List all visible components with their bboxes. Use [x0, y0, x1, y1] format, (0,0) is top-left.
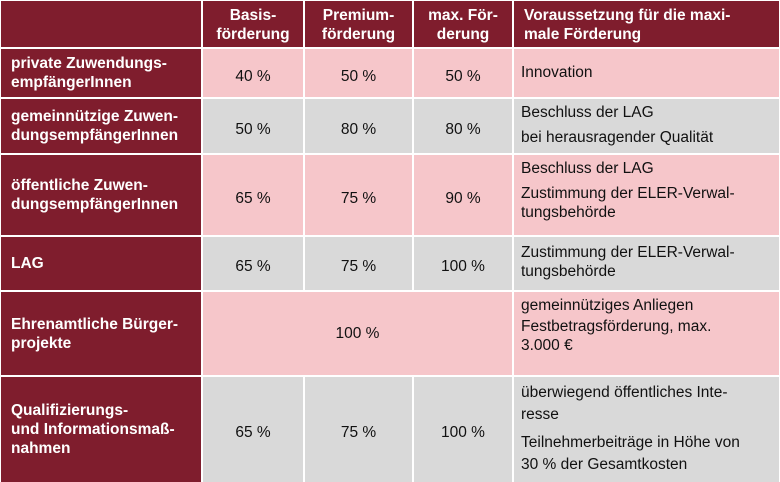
value-merged: 100 % — [203, 292, 512, 375]
value-max: 90 % — [414, 155, 512, 235]
value-max: 100 % — [414, 377, 512, 482]
row-label: private Zuwendungs- empfängerInnen — [1, 49, 201, 97]
value-max: 100 % — [414, 237, 512, 290]
condition-text: Zustimmung der ELER-Verwal- tungsbehörde — [521, 244, 735, 280]
condition-text: Innovation — [521, 64, 593, 81]
value-basis: 50 % — [203, 99, 303, 153]
header-premium: Premium- förderung — [305, 1, 412, 47]
row-label-text: gemeinnützige Zuwen- dungsempfängerInnen — [11, 108, 179, 144]
condition-text: Beschluss der LAG — [521, 160, 654, 177]
condition-text: Teilnehmerbeiträge in Höhe von 30 % der … — [521, 434, 740, 473]
conditions-cell: Beschluss der LAG bei herausragender Qua… — [514, 99, 779, 153]
value-max: 80 % — [414, 99, 512, 153]
row-label: LAG — [1, 237, 201, 290]
value-premium: 50 % — [305, 49, 412, 97]
row-label-text: Ehrenamtliche Bürger- projekte — [11, 315, 179, 352]
row-label: Qualifizierungs- und Informationsmaß- na… — [1, 377, 201, 482]
condition-text: gemeinnütziges Anliegen — [521, 297, 694, 314]
value-premium: 80 % — [305, 99, 412, 153]
header-basis: Basis- förderung — [203, 1, 303, 47]
value-premium: 75 % — [305, 155, 412, 235]
row-label: Ehrenamtliche Bürger- projekte — [1, 292, 201, 375]
row-label-text: private Zuwendungs- empfängerInnen — [11, 55, 167, 91]
conditions-cell: gemeinnütziges Anliegen Festbetragsförde… — [514, 292, 779, 375]
condition-text: Zustimmung der ELER-Verwal- tungsbehörde — [521, 185, 735, 221]
condition-text: bei herausragender Qualität — [521, 129, 714, 146]
conditions-cell: überwiegend öffentliches Inte- resse Tei… — [514, 377, 779, 482]
header-corner — [1, 1, 201, 47]
conditions-cell: Beschluss der LAG Zustimmung der ELER-Ve… — [514, 155, 779, 235]
row-label: öffentliche Zuwen- dungsempfängerInnen — [1, 155, 201, 235]
value-premium: 75 % — [305, 377, 412, 482]
value-premium: 75 % — [305, 237, 412, 290]
value-basis: 65 % — [203, 377, 303, 482]
condition-text: Festbetragsförderung, max. 3.000 € — [521, 318, 712, 354]
row-label-text: Qualifizierungs- und Informationsmaß- na… — [11, 402, 175, 457]
row-label-text: öffentliche Zuwen- dungsempfängerInnen — [11, 177, 179, 213]
row-label: gemeinnützige Zuwen- dungsempfängerInnen — [1, 99, 201, 153]
value-basis: 65 % — [203, 237, 303, 290]
conditions-cell: Innovation — [514, 49, 779, 97]
value-max: 50 % — [414, 49, 512, 97]
header-max: max. För- derung — [414, 1, 512, 47]
conditions-cell: Zustimmung der ELER-Verwal- tungsbehörde — [514, 237, 779, 290]
condition-text: Beschluss der LAG — [521, 104, 654, 121]
value-basis: 65 % — [203, 155, 303, 235]
header-conditions: Voraussetzung für die maxi- male Förderu… — [514, 1, 779, 47]
condition-text: überwiegend öffentliches Inte- resse — [521, 384, 728, 423]
value-basis: 40 % — [203, 49, 303, 97]
row-label-text: LAG — [11, 255, 44, 272]
